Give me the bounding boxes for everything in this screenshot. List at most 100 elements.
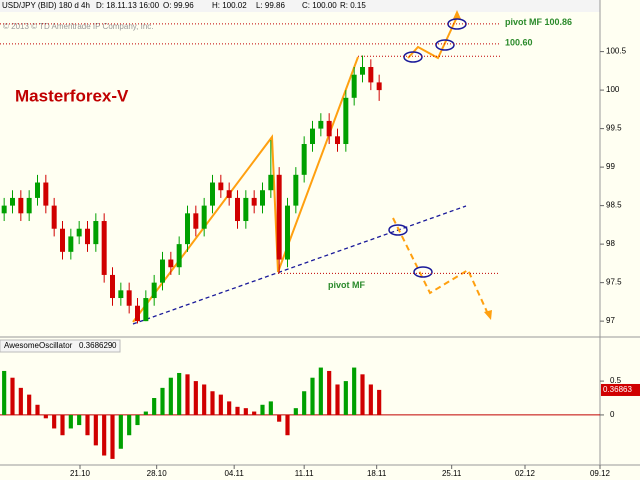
arrow-head — [453, 10, 461, 19]
oscillator-bar — [243, 408, 248, 415]
candle-body — [235, 197, 240, 222]
x-tick-label: 25.11 — [442, 469, 462, 478]
candle-body — [35, 182, 40, 198]
x-tick-label: 02.12 — [515, 469, 536, 478]
header-item: C: 100.00 — [302, 1, 337, 10]
candle-body — [143, 298, 149, 322]
oscillator-bar — [343, 381, 348, 415]
oscillator-bar — [277, 414, 282, 422]
oscillator-bar — [193, 381, 198, 415]
candle-body — [335, 136, 340, 145]
candle-body — [51, 205, 57, 229]
oscillator-bar — [185, 374, 190, 415]
trend-line — [132, 205, 467, 325]
candle-body — [210, 182, 215, 206]
oscillator-bar — [118, 414, 123, 449]
oscillator-bar — [318, 367, 323, 415]
candle-body — [126, 290, 132, 306]
oscillator-bar — [27, 394, 32, 415]
oscillator-bar — [335, 384, 340, 415]
oscillator-bar — [135, 414, 140, 426]
oscillator-bar — [252, 411, 257, 415]
oscillator-bar — [35, 404, 40, 415]
candle-body — [176, 244, 182, 268]
last-value-box — [601, 383, 640, 396]
candle-body — [10, 197, 15, 206]
candle-body — [43, 182, 49, 206]
oscillator-bar — [218, 394, 223, 415]
candle-body — [351, 74, 357, 98]
indicator-param: 0.368629 — [79, 341, 113, 350]
candle-body — [110, 274, 115, 299]
oscillator-bar — [177, 372, 182, 415]
candle-body — [318, 120, 324, 129]
candle-body — [326, 120, 332, 137]
oscillator-bar — [60, 414, 65, 436]
ellipse — [388, 224, 408, 236]
x-tick-label: 11.11 — [295, 469, 314, 478]
y-tick-label: 0 — [610, 410, 615, 419]
candle-body — [226, 190, 232, 198]
candle-body — [360, 67, 365, 75]
candle-body — [293, 174, 299, 206]
x-tick-label: 09.12 — [590, 469, 611, 478]
indicator-header — [0, 339, 121, 353]
oscillator-bar — [360, 374, 365, 415]
candle-body — [76, 228, 82, 237]
oscillator-bar — [77, 414, 82, 426]
oscillator-bar — [310, 377, 315, 415]
candle-body — [368, 67, 374, 83]
candle-body — [268, 174, 274, 191]
candle-body — [218, 182, 224, 191]
candle-body — [185, 213, 190, 245]
x-tick-label: 04.11 — [224, 469, 244, 478]
candle-body — [243, 197, 249, 222]
oscillator-bar — [10, 377, 15, 415]
y-tick-label: 97.5 — [606, 278, 622, 287]
candle-body — [251, 197, 257, 206]
candle-body — [301, 144, 307, 175]
x-tick-label: 21.10 — [70, 469, 91, 478]
level-label: 100.60 — [505, 37, 533, 47]
indicator-title: AwesomeOscillator — [4, 341, 73, 350]
oscillator-bar — [227, 401, 232, 415]
annotation: Masterforex-V — [15, 86, 129, 105]
candle-body — [260, 190, 265, 206]
y-tick-label: 98.5 — [606, 201, 622, 210]
header-item: USD/JPY (BID) 180 d 4h — [2, 1, 90, 10]
oscillator-bar — [68, 414, 73, 429]
oscillator-bar — [143, 411, 148, 415]
oscillator-bar — [327, 370, 332, 415]
oscillator-bar — [2, 370, 7, 415]
oscillator-bar — [202, 384, 207, 415]
oscillator-bar — [43, 414, 48, 419]
candle-body — [118, 290, 124, 299]
y-tick-label: 99 — [606, 162, 615, 171]
oscillator-bar — [93, 414, 98, 446]
oscillator-bar — [210, 391, 215, 415]
candle-body — [160, 259, 165, 283]
oscillator-bar — [268, 401, 273, 415]
ellipse — [403, 51, 423, 63]
oscillator-bar — [168, 377, 173, 415]
copyright: © 2013 © TD Ameritrade IP Company, Inc. — [3, 22, 154, 31]
candle-body — [201, 205, 207, 229]
oscillator-bar — [285, 414, 290, 436]
header-item: L: 99.86 — [256, 1, 285, 10]
header-item: D: 18.11.13 16:00 — [96, 1, 160, 10]
oscillator-bar — [152, 398, 157, 415]
candle-body — [93, 221, 99, 245]
candle-body — [135, 305, 140, 322]
candle-body — [101, 221, 107, 275]
y-tick-label: 100 — [606, 85, 620, 94]
header-bar — [0, 0, 600, 12]
y-tick-label: 100.5 — [606, 47, 627, 56]
candle-body — [276, 174, 282, 260]
oscillator-bar — [293, 408, 298, 415]
oscillator-bar — [352, 367, 357, 415]
oscillator-bar — [377, 389, 382, 415]
candle-body — [310, 128, 315, 145]
candle-body — [68, 236, 74, 252]
header-item: O: 99.96 — [163, 1, 194, 10]
